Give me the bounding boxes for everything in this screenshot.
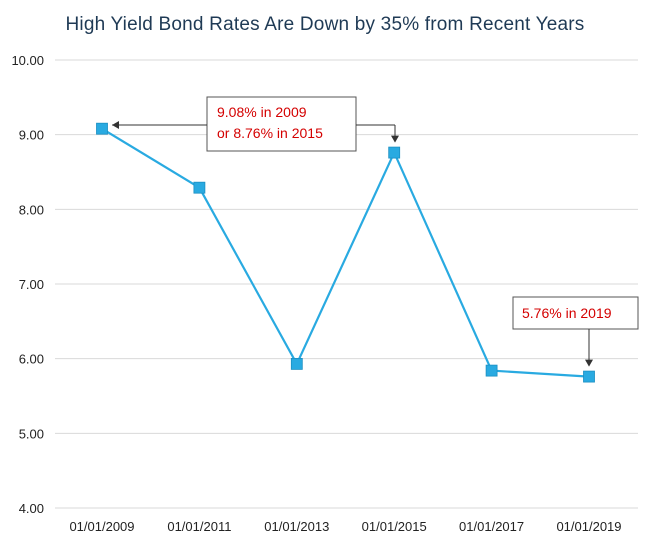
arrow-head [391, 135, 399, 143]
callout-text: 9.08% in 2009 [217, 104, 307, 120]
data-point [388, 146, 401, 159]
y-axis-ticks: 4.00 5.00 6.00 7.00 8.00 9.00 10.00 [11, 53, 44, 516]
data-point [193, 181, 206, 194]
data-point [96, 122, 108, 135]
data-point [583, 370, 595, 383]
y-tick-label: 9.00 [19, 128, 44, 143]
y-tick-label: 4.00 [19, 501, 44, 516]
annotation-layer: 9.08% in 2009 or 8.76% in 2015 5.76% in 20… [112, 96, 639, 367]
data-point [290, 357, 303, 370]
y-tick-label: 10.00 [11, 53, 44, 68]
y-tick-label: 8.00 [19, 202, 44, 217]
x-axis-ticks: 01/01/2009 01/01/2011 01/01/2013 01/01/2015… [69, 519, 621, 534]
series-line [101, 127, 590, 378]
y-tick-label: 6.00 [19, 352, 44, 367]
arrow-head [112, 121, 119, 129]
y-tick-label: 5.00 [19, 426, 44, 441]
x-tick-label: 01/01/2013 [264, 519, 329, 534]
callout-text: or 8.76% in 2015 [217, 125, 323, 141]
grid-layer [55, 59, 638, 509]
x-tick-label: 01/01/2011 [167, 519, 231, 534]
x-tick-label: 01/01/2017 [459, 519, 524, 534]
y-tick-label: 7.00 [19, 277, 44, 292]
marker-layer [96, 122, 595, 383]
x-tick-label: 01/01/2019 [556, 519, 621, 534]
chart-title: High Yield Bond Rates Are Down by 35% fr… [65, 14, 585, 35]
x-tick-label: 01/01/2015 [362, 519, 427, 534]
series-line-layer [101, 127, 590, 378]
callout-box [512, 296, 639, 330]
callout-text: 5.76% in 2019 [522, 305, 612, 321]
arrow-head [585, 359, 593, 367]
x-tick-label: 01/01/2009 [69, 519, 134, 534]
data-point [485, 364, 498, 377]
callout-box [206, 96, 357, 152]
